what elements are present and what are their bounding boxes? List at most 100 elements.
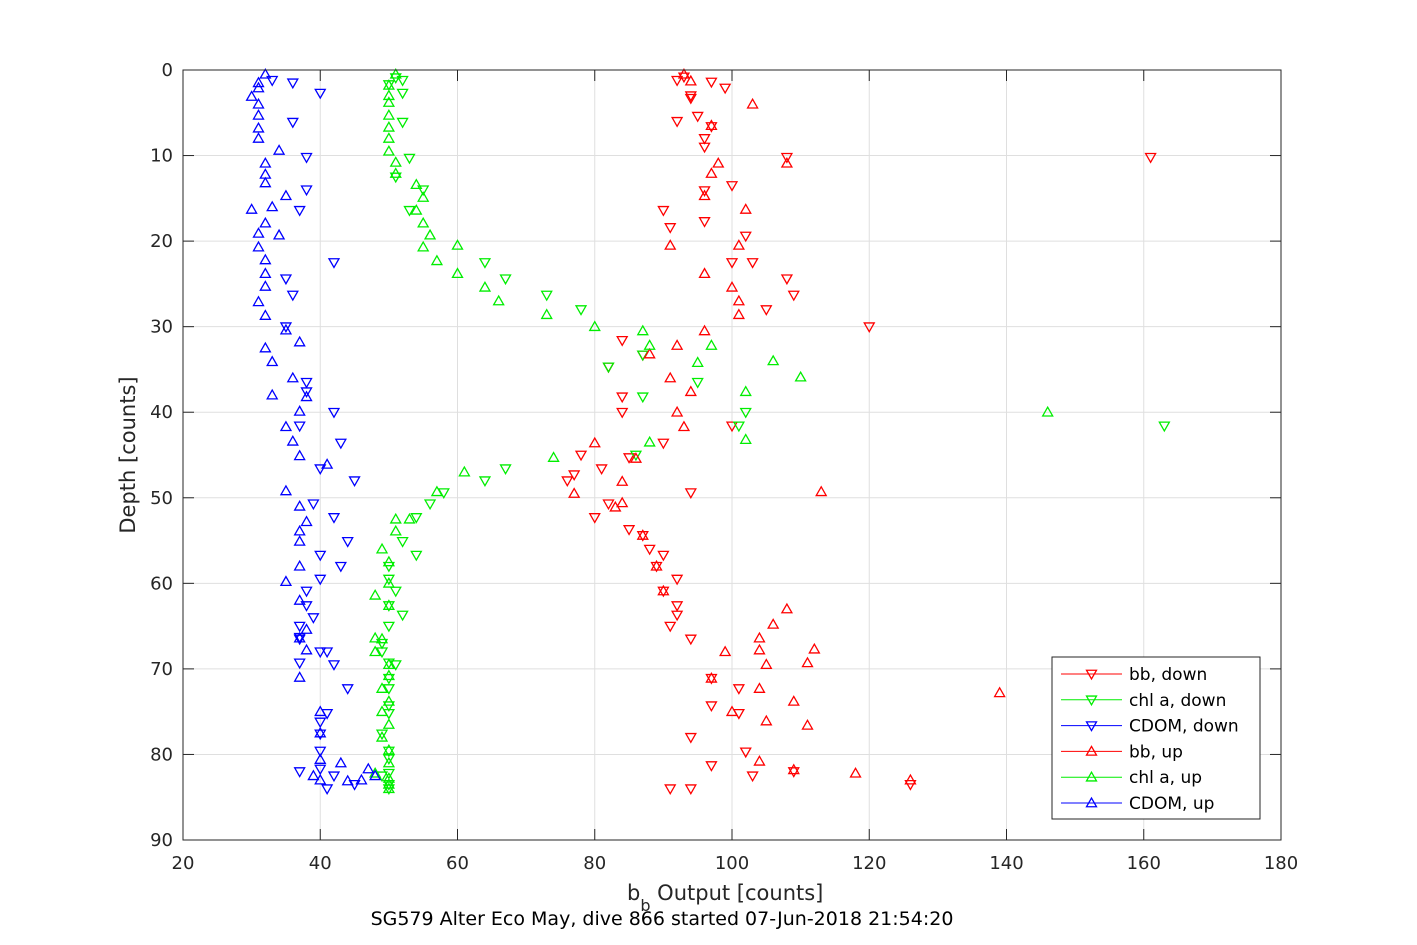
- data-point: [382, 577, 395, 588]
- data-point: [753, 631, 766, 643]
- data-point: [369, 645, 382, 657]
- legend-item-cdom-down: CDOM, down: [1061, 717, 1239, 737]
- data-point: [423, 228, 437, 240]
- data-point: [252, 76, 265, 88]
- data-point: [430, 485, 444, 497]
- data-point: [252, 295, 265, 307]
- data-point: [259, 67, 272, 79]
- data-point: [595, 464, 608, 475]
- data-point: [300, 185, 313, 197]
- data-point: [334, 438, 347, 450]
- data-point: [643, 544, 656, 556]
- data-point: [396, 88, 409, 100]
- data-point: [375, 705, 389, 717]
- data-point: [670, 610, 684, 622]
- data-point: [780, 602, 794, 614]
- data-point: [684, 93, 697, 105]
- data-point: [691, 111, 704, 123]
- data-point: [327, 660, 341, 671]
- data-point: [753, 754, 766, 766]
- data-point: [382, 695, 395, 706]
- data-point: [643, 339, 656, 350]
- data-point: [314, 88, 327, 100]
- data-point: [382, 621, 395, 633]
- data-point: [286, 117, 299, 129]
- data-point: [636, 324, 649, 336]
- data-point: [568, 487, 581, 498]
- data-point: [423, 499, 437, 511]
- data-point: [259, 176, 272, 188]
- data-point: [664, 621, 677, 633]
- data-point: [382, 756, 395, 768]
- data-point: [334, 756, 347, 768]
- data-point: [300, 601, 313, 612]
- data-point: [664, 239, 677, 250]
- x-tick-label: 40: [309, 853, 332, 874]
- data-point: [382, 96, 395, 107]
- data-point: [334, 561, 347, 573]
- data-point: [670, 339, 684, 350]
- data-point: [684, 732, 697, 744]
- data-point: [252, 97, 265, 109]
- data-point: [698, 134, 711, 145]
- data-point: [787, 695, 800, 706]
- data-point: [787, 290, 800, 302]
- data-point: [451, 267, 464, 279]
- data-point: [279, 484, 293, 496]
- data-point: [272, 144, 286, 155]
- x-tick-label: 20: [172, 853, 195, 874]
- data-point: [657, 550, 670, 562]
- legend-label: bb, down: [1129, 665, 1207, 685]
- data-point: [293, 421, 306, 433]
- data-point: [478, 281, 492, 292]
- data-point: [252, 109, 265, 120]
- data-point: [252, 81, 265, 93]
- data-point: [993, 686, 1006, 698]
- data-point: [904, 779, 917, 791]
- data-point: [252, 132, 265, 143]
- data-point: [698, 217, 711, 228]
- data-point: [293, 621, 306, 633]
- legend-marker: [1085, 745, 1098, 756]
- legend-label: chl a, up: [1129, 768, 1202, 788]
- data-point: [389, 512, 402, 524]
- data-point: [266, 355, 279, 367]
- y-tick-label: 40: [150, 402, 173, 423]
- data-point: [732, 294, 745, 306]
- data-point: [375, 731, 389, 742]
- data-point: [698, 324, 711, 336]
- data-point: [643, 435, 656, 447]
- data-point: [293, 559, 306, 571]
- data-point: [794, 370, 807, 382]
- data-point: [698, 189, 711, 201]
- data-point: [739, 231, 752, 243]
- data-point: [300, 643, 313, 655]
- data-point: [417, 185, 430, 197]
- data-point: [664, 371, 677, 383]
- data-point: [629, 450, 643, 462]
- data-point: [396, 537, 409, 548]
- data-point: [602, 499, 615, 511]
- data-point: [382, 701, 395, 712]
- data-point: [382, 743, 395, 755]
- data-point: [739, 385, 752, 397]
- data-point: [574, 305, 588, 316]
- data-point: [478, 258, 492, 269]
- data-point: [259, 267, 272, 279]
- data-point: [259, 253, 272, 265]
- data-point: [643, 347, 656, 359]
- data-point: [622, 525, 636, 536]
- data-point: [382, 684, 395, 695]
- data-point: [664, 223, 677, 234]
- data-point: [478, 476, 492, 487]
- data-point: [705, 761, 718, 772]
- data-point: [849, 766, 862, 778]
- data-point: [499, 464, 512, 475]
- data-point: [382, 669, 395, 681]
- legend-box: [1051, 656, 1261, 820]
- y-tick-label: 50: [150, 488, 173, 509]
- data-point: [904, 773, 917, 785]
- data-point: [293, 205, 306, 217]
- legend-marker: [1085, 721, 1098, 732]
- data-point: [561, 476, 574, 487]
